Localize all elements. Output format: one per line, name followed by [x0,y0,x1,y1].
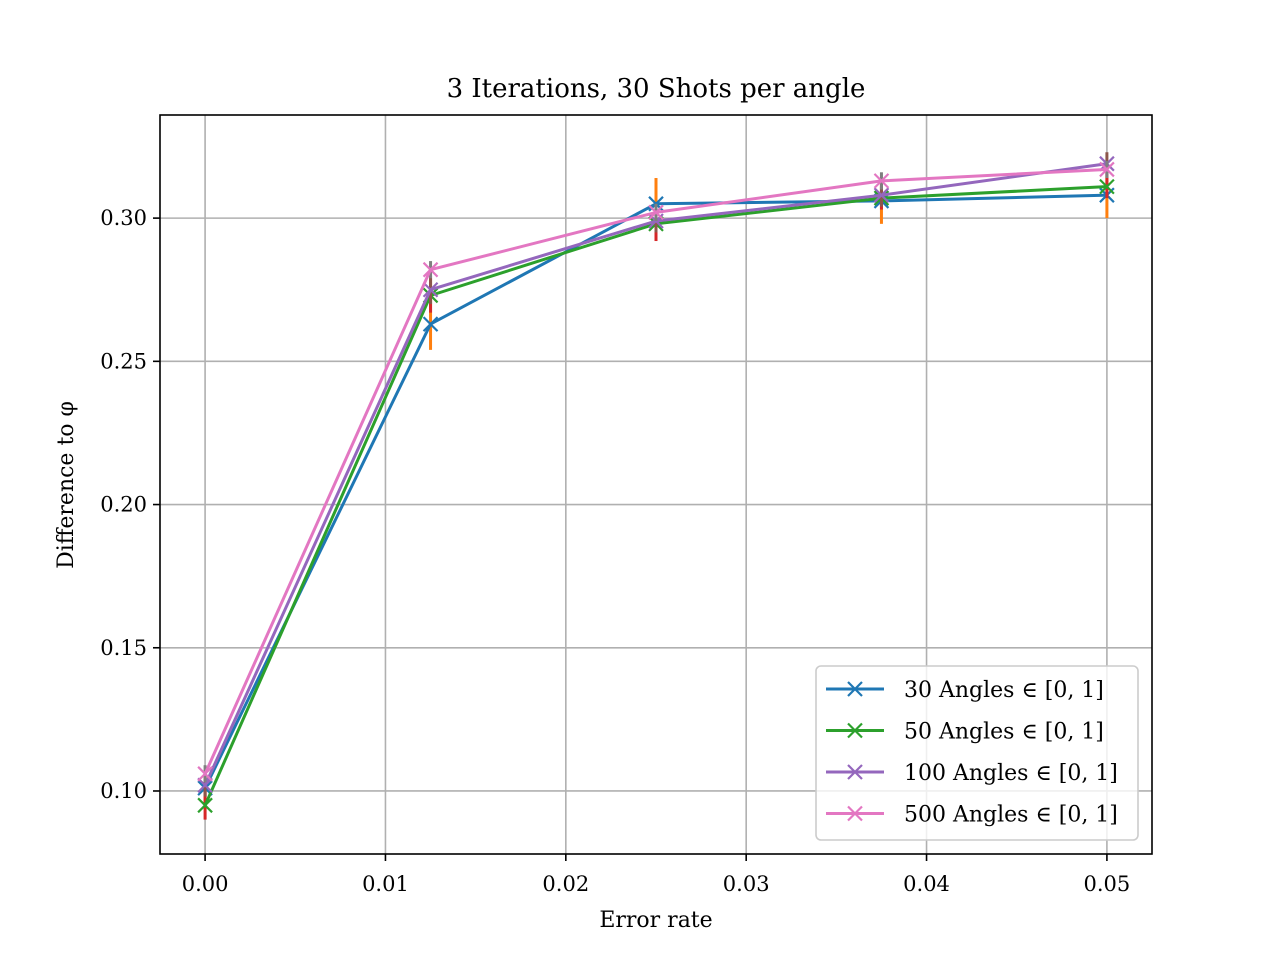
legend-marker-swatch [847,681,863,697]
y-tick-label: 0.10 [100,779,147,803]
data-point-marker [422,316,439,332]
data-point-marker [648,204,664,221]
chart-title: 3 Iterations, 30 Shots per angle [447,74,866,104]
legend-item: 30 Angles ∈ [0, 1] [826,678,1104,703]
legend-marker-swatch [847,764,863,780]
data-point-marker [1099,161,1115,178]
data-point-marker [197,777,213,794]
x-axis-label: Error rate [599,908,712,933]
x-tick-label: 0.00 [182,872,229,896]
x-tick-label: 0.01 [362,872,409,896]
legend-item: 100 Angles ∈ [0, 1] [826,761,1118,786]
legend-item: 500 Angles ∈ [0, 1] [826,803,1118,828]
legend-marker-swatch [847,805,863,822]
legend-label: 100 Angles ∈ [0, 1] [904,761,1118,786]
x-tick-label: 0.05 [1084,872,1131,896]
legend-label: 500 Angles ∈ [0, 1] [904,803,1118,828]
y-axis-label: Difference to φ [54,401,79,569]
axis-ticks: 0.00 0.01 0.02 0.03 0.04 0.05 0.10 0.15 0.20 0.25… [100,206,1130,896]
series-4 [197,160,1115,783]
x-tick-label: 0.03 [723,872,770,896]
legend-label: 30 Angles ∈ [0, 1] [904,678,1104,703]
legend-label: 50 Angles ∈ [0, 1] [904,720,1104,745]
y-tick-label: 0.20 [100,493,147,517]
y-tick-label: 0.30 [100,206,147,230]
data-point-marker [197,797,213,814]
x-tick-label: 0.04 [903,872,950,896]
data-point-marker [197,766,213,782]
legend-box [815,665,1139,841]
data-point-marker [422,281,439,298]
legend: 30 Angles ∈ [0, 1] 50 Angles ∈ [0, 1] 100 … [815,665,1139,841]
data-point-marker [1099,178,1115,195]
x-tick-label: 0.02 [542,872,589,896]
data-point-marker [873,187,890,203]
plot-series [197,152,1115,820]
y-tick-label: 0.25 [100,349,147,373]
axes-frame [159,114,1153,855]
legend-marker-swatch [847,722,863,739]
legend-item: 50 Angles ∈ [0, 1] [826,720,1104,745]
data-point-marker [422,261,439,278]
data-point-marker [873,173,890,189]
y-tick-label: 0.15 [100,636,147,660]
